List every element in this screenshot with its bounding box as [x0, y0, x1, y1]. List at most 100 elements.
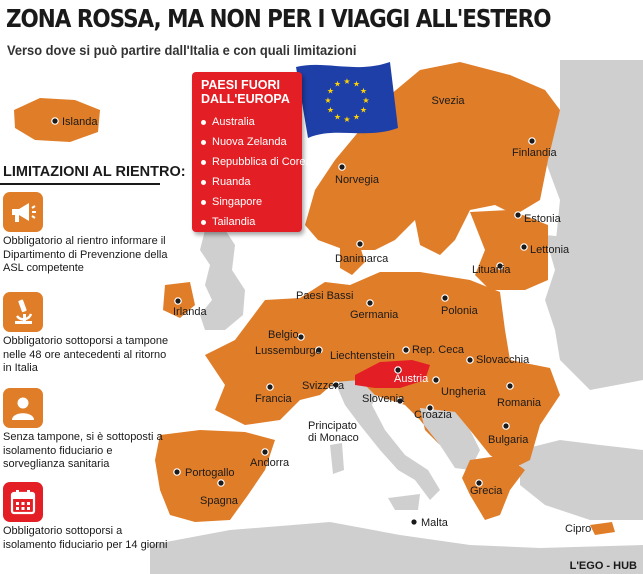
- eu-star: ★: [343, 77, 350, 86]
- place-label-paesi-bassi: Paesi Bassi: [296, 290, 353, 302]
- non-eu-country-label: Australia: [212, 116, 255, 128]
- place-dot-germania: [366, 299, 374, 307]
- place-dot-malta: [410, 518, 418, 526]
- bullet-icon: [201, 139, 206, 145]
- place-dot-svizzera: [332, 381, 340, 389]
- bullet-icon: [201, 199, 206, 205]
- place-label-svizzera: Svizzera: [302, 380, 345, 392]
- place-dot-lituania: [496, 262, 504, 270]
- place-label-spagna: Spagna: [200, 495, 239, 507]
- non-eu-country: Ruanda: [201, 172, 296, 192]
- non-eu-country-label: Tailandia: [212, 216, 256, 228]
- eu-star: ★: [360, 106, 367, 115]
- place-dot-islanda: [51, 117, 59, 125]
- limitation-text: Obbligatorio sottoporsi a isolamento fid…: [3, 525, 168, 551]
- place-dot-irlanda: [174, 297, 182, 305]
- limitation-item: Obbligatorio sottoporsi a isolamento fid…: [3, 482, 175, 552]
- bullet-icon: [201, 219, 206, 225]
- map-land: [14, 60, 643, 574]
- place-dot-estonia: [514, 211, 522, 219]
- limitation-item: Obbligatorio al rientro informare il Dip…: [3, 192, 175, 276]
- non-eu-country-label: Singapore: [212, 196, 263, 208]
- eu-star: ★: [362, 96, 369, 105]
- place-label-danimarca: Danimarca: [335, 253, 389, 265]
- land-iberia: [155, 430, 275, 522]
- place-dot-belgio: [297, 333, 305, 341]
- place-label-bulgaria: Bulgaria: [488, 434, 529, 446]
- non-eu-country-label: Repubblica di Corea: [212, 156, 312, 168]
- place-dot-norvegia: [338, 163, 346, 171]
- place-label-islanda: Islanda: [62, 116, 98, 128]
- eu-star: ★: [343, 115, 350, 124]
- eu-star: ★: [353, 80, 360, 89]
- place-dot-spagna: [217, 479, 225, 487]
- land-grey-uk: [200, 225, 245, 330]
- place-dot-slovenia: [396, 397, 404, 405]
- place-dot-lussemburgo: [315, 346, 323, 354]
- map-places: Islanda Svezia Finlandia Norvegia Estonia Let…: [51, 95, 591, 535]
- land-grey-balkans: [420, 408, 480, 470]
- limitations-title: LIMITAZIONI AL RIENTRO:: [0, 164, 186, 185]
- place-dot-bulgaria: [502, 422, 510, 430]
- land-greece: [462, 455, 525, 520]
- eu-flag: ★★★★★★★★★ ★ ★★: [296, 62, 398, 138]
- place-label-principato-di-monaco-line2: di Monaco: [308, 432, 359, 444]
- place-dot-finlandia: [528, 137, 536, 145]
- place-label-belgio: Belgio: [268, 329, 299, 341]
- place-dot-ungheria: [432, 376, 440, 384]
- limitation-text: Obbligatorio sottoporsi a tampone nelle …: [3, 335, 169, 374]
- page-subtitle: Verso dove si può partire dall'Italia e …: [7, 42, 357, 58]
- place-label-francia: Francia: [255, 393, 293, 405]
- place-label-rep-ceca: Rep. Ceca: [412, 344, 465, 356]
- limitation-item: Obbligatorio sottoporsi a tampone nelle …: [3, 292, 175, 376]
- non-eu-country-label: Ruanda: [212, 176, 251, 188]
- land-grey-sardinia: [330, 443, 344, 474]
- place-label-lussemburgo: Lussemburgo: [255, 345, 322, 357]
- place-label-norvegia: Norvegia: [335, 174, 380, 186]
- place-label-portogallo: Portogallo: [185, 467, 235, 479]
- bullet-icon: [201, 179, 206, 185]
- non-eu-list: Australia Nuova Zelanda Repubblica di Core…: [201, 112, 312, 232]
- eu-flag-shape: [296, 62, 398, 138]
- place-label-principato-di-monaco-line1: Principato: [308, 420, 357, 432]
- place-label-polonia: Polonia: [441, 305, 479, 317]
- land-baltics: [470, 210, 548, 290]
- place-label-finlandia: Finlandia: [512, 147, 558, 159]
- land-cyprus: [590, 522, 615, 535]
- non-eu-country: Australia: [201, 112, 296, 132]
- place-label-slovenia: Slovenia: [362, 393, 405, 405]
- eu-star: ★: [324, 96, 331, 105]
- place-dot-francia: [266, 383, 274, 391]
- calendar-icon: [3, 482, 43, 522]
- land-grey-eastern: [545, 235, 643, 390]
- eu-flag-stars: ★★★★★★★★★ ★ ★★: [324, 77, 369, 124]
- land-austria: [355, 360, 430, 388]
- non-eu-country: Repubblica di Corea: [201, 152, 312, 172]
- place-dot-slovacchia: [466, 356, 474, 364]
- bullet-icon: [201, 159, 206, 165]
- place-label-andorra: Andorra: [250, 457, 290, 469]
- place-label-romania: Romania: [497, 397, 542, 409]
- place-dot-grecia: [475, 479, 483, 487]
- place-label-grecia: Grecia: [470, 485, 503, 497]
- eu-star: ★: [353, 113, 360, 122]
- non-eu-title: PAESI FUORI DALL'EUROPA: [201, 78, 290, 106]
- land-grey-italy: [335, 378, 440, 500]
- land-denmark: [340, 240, 365, 275]
- place-label-malta: Malta: [421, 517, 449, 529]
- non-eu-countries-box: PAESI FUORI DALL'EUROPA Australia Nuova Z…: [192, 72, 312, 232]
- place-label-svezia: Svezia: [431, 95, 465, 107]
- microscope-icon: [3, 292, 43, 332]
- land-grey-turkey: [520, 440, 643, 520]
- eu-star: ★: [327, 87, 334, 96]
- place-dot-austria: [394, 366, 402, 374]
- limitation-item: Senza tampone, si è sottoposti a isolame…: [3, 388, 175, 472]
- place-dot-croazia: [426, 404, 434, 412]
- land-grey-sicily: [388, 494, 420, 510]
- non-eu-country: Nuova Zelanda: [201, 132, 296, 152]
- place-label-germania: Germania: [350, 309, 399, 321]
- limitation-text: Senza tampone, si è sottoposti a isolame…: [3, 431, 163, 470]
- place-label-austria: Austria: [394, 373, 429, 385]
- place-dot-andorra: [261, 448, 269, 456]
- place-label-croazia: Croazia: [414, 409, 453, 421]
